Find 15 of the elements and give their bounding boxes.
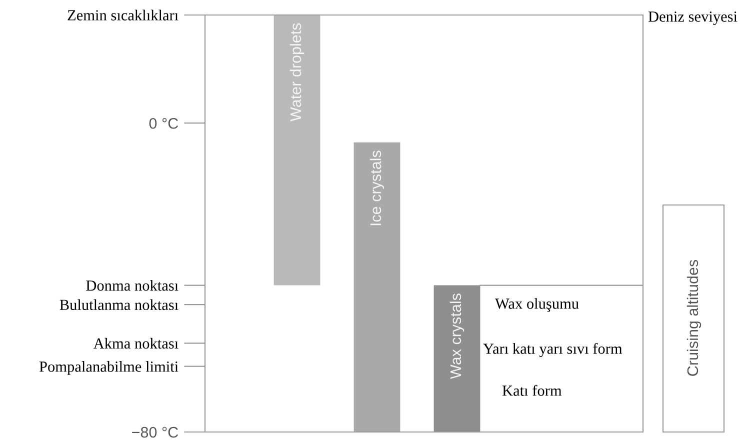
y-tick-label: Akma noktası bbox=[93, 338, 178, 349]
text: Cruising altitudes bbox=[686, 260, 702, 376]
text: Katı form bbox=[502, 384, 562, 396]
text: Deniz seviyesi bbox=[648, 12, 738, 25]
y-tick-label: Donma noktası bbox=[86, 280, 178, 291]
x-tick-label: Wax crystals bbox=[450, 294, 464, 379]
y-tick-label: Zemin sıcaklıkları bbox=[68, 10, 178, 20]
annotation: Yarı katı yarı sıvı form bbox=[483, 342, 622, 358]
x-tick-label: Ice crystals bbox=[370, 150, 384, 226]
y-tick-label: Pompalanabilme limiti bbox=[39, 361, 178, 375]
annotation: Wax oluşumu bbox=[495, 298, 579, 312]
y-tick-label: 0 °C bbox=[149, 118, 178, 129]
x-tick-label: Water droplets bbox=[290, 23, 304, 122]
y-tick-label: Bulutlanma noktası bbox=[60, 299, 178, 310]
y-tick-label: −80 °C bbox=[132, 426, 178, 438]
